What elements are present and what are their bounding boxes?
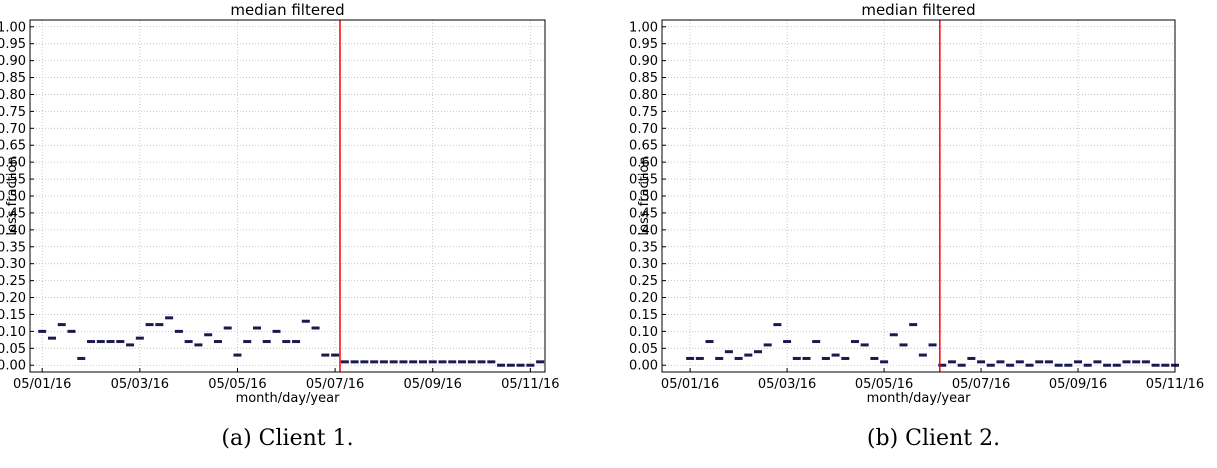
- y-tick-label: 0.55: [629, 173, 658, 188]
- y-tick-label: 0.70: [0, 122, 26, 137]
- y-tick-label: 0.85: [629, 71, 658, 86]
- y-tick-label: 0.90: [629, 54, 658, 69]
- y-tick-label: 0.70: [629, 122, 658, 137]
- chart-title: median filtered: [861, 1, 975, 19]
- x-tick-label: 05/11/16: [501, 377, 559, 392]
- y-tick-label: 0.65: [629, 139, 658, 154]
- y-tick-label: 0.25: [0, 274, 26, 289]
- caption: (a) Client 1.: [221, 426, 353, 451]
- chart-title: median filtered: [230, 1, 344, 19]
- y-tick-label: 0.10: [0, 325, 26, 340]
- y-tick-label: 0.80: [0, 88, 26, 103]
- y-tick-label: 0.50: [629, 190, 658, 205]
- y-tick-label: 0.45: [0, 206, 26, 221]
- y-tick-label: 0.30: [629, 257, 658, 272]
- y-tick-label: 0.85: [0, 71, 26, 86]
- x-tick-label: 05/07/16: [306, 377, 364, 392]
- x-tick-label: 05/05/16: [855, 377, 913, 392]
- x-axis-label: month/day/year: [236, 391, 341, 406]
- x-tick-label: 05/05/16: [208, 377, 266, 392]
- plot-frame: [29, 19, 546, 373]
- y-tick-label: 0.20: [0, 291, 26, 306]
- plot-area: [30, 20, 545, 372]
- y-tick-label: 0.60: [629, 156, 658, 171]
- y-tick-label: 0.75: [0, 105, 26, 120]
- plot-area: [662, 20, 1175, 372]
- x-tick-label: 05/01/16: [13, 377, 71, 392]
- y-tick-label: 0.65: [0, 139, 26, 154]
- x-axis-label: month/day/year: [867, 391, 972, 406]
- plot-frame: [661, 19, 1176, 373]
- y-tick-label: 0.40: [0, 223, 26, 238]
- x-tick-label: 05/11/16: [1146, 377, 1204, 392]
- y-tick-label: 0.45: [629, 206, 658, 221]
- y-tick-label: 0.95: [0, 37, 26, 52]
- y-tick-label: 0.80: [629, 88, 658, 103]
- y-tick-label: 0.40: [629, 223, 658, 238]
- y-tick-label: 0.00: [0, 359, 26, 374]
- y-tick-label: 0.35: [0, 240, 26, 255]
- y-tick-label: 0.30: [0, 257, 26, 272]
- chart-panel: 0.00 0.05 0.10 0.15 0.20 0.25 0.30 0.35 0.40 0.45…: [0, 1, 560, 451]
- y-tick-label: 0.60: [0, 156, 26, 171]
- chart-panel: 0.00 0.05 0.10 0.15 0.20 0.25 0.30 0.35 0.40 0.45…: [629, 1, 1204, 451]
- y-axis-label: loss fraction: [5, 156, 20, 235]
- y-tick-label: 0.35: [629, 240, 658, 255]
- y-axis-label: loss fraction: [637, 156, 652, 235]
- x-tick-label: 05/09/16: [1049, 377, 1107, 392]
- y-tick-label: 0.50: [0, 190, 26, 205]
- x-tick-label: 05/03/16: [111, 377, 169, 392]
- y-tick-label: 0.05: [629, 342, 658, 357]
- y-tick-label: 0.90: [0, 54, 26, 69]
- y-tick-label: 0.15: [0, 308, 26, 323]
- caption: (b) Client 2.: [867, 426, 1000, 451]
- y-tick-label: 0.55: [0, 173, 26, 188]
- y-tick-label: 0.10: [629, 325, 658, 340]
- y-tick-label: 1.00: [0, 20, 26, 35]
- x-tick-label: 05/01/16: [661, 377, 719, 392]
- x-tick-label: 05/07/16: [952, 377, 1010, 392]
- y-tick-label: 1.00: [629, 20, 658, 35]
- y-tick-label: 0.75: [629, 105, 658, 120]
- x-tick-label: 05/09/16: [404, 377, 462, 392]
- x-tick-label: 05/03/16: [758, 377, 816, 392]
- y-tick-label: 0.20: [629, 291, 658, 306]
- y-tick-label: 0.15: [629, 308, 658, 323]
- y-tick-label: 0.25: [629, 274, 658, 289]
- y-tick-label: 0.95: [629, 37, 658, 52]
- y-tick-label: 0.00: [629, 359, 658, 374]
- y-tick-label: 0.05: [0, 342, 26, 357]
